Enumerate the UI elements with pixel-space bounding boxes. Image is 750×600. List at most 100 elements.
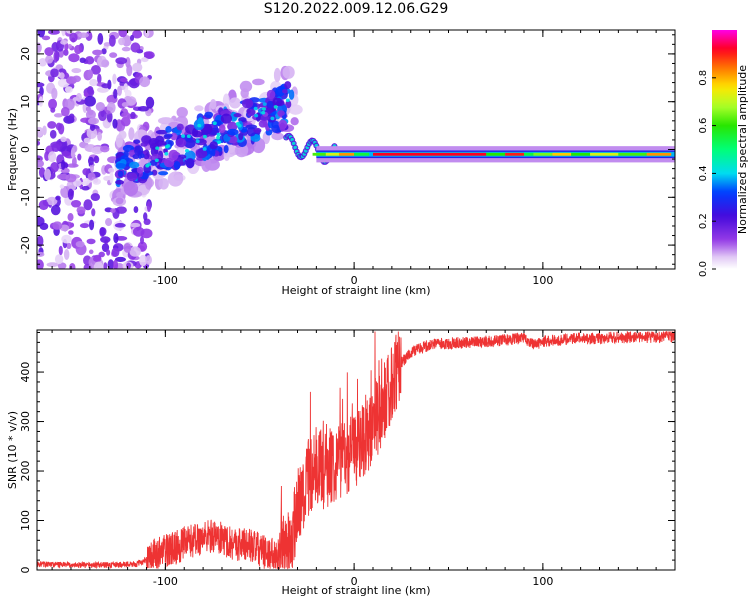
spectrogram-speckle	[53, 51, 59, 63]
spectrogram-speckle	[95, 102, 105, 112]
spectrogram-speckle	[66, 242, 72, 249]
spectrogram-blob	[175, 138, 187, 148]
x-tick-label: 100	[532, 575, 553, 588]
spectrogram-speckle	[109, 171, 114, 184]
spectrogram-speckle	[143, 212, 148, 221]
spectrogram-speckle	[108, 34, 116, 47]
colorbar-tick-label: 0.4	[698, 165, 709, 181]
spectrogram-speckle	[101, 83, 111, 89]
spectrogram-core	[237, 123, 242, 128]
spectrogram-core	[262, 102, 267, 106]
spectrogram-blob	[184, 150, 196, 162]
spectrogram-blob	[204, 111, 214, 119]
spectrogram-speckle	[110, 208, 116, 214]
spectrogram-speckle	[50, 68, 59, 78]
spectrogram-speckle	[47, 30, 60, 35]
tone-core	[372, 152, 487, 156]
spectrogram-speckle	[97, 32, 104, 45]
tone-core	[339, 152, 355, 156]
tone-core	[590, 152, 619, 156]
spectrogram-speckle	[101, 59, 110, 68]
spectrogram-core	[202, 147, 207, 151]
spectrogram-speckle	[87, 156, 94, 166]
spectrogram-blob	[164, 133, 173, 138]
spectrogram-speckle	[93, 261, 104, 269]
colorbar	[712, 30, 737, 269]
spectrogram-blob	[151, 169, 158, 176]
y-tick-label: 100	[19, 510, 32, 531]
y-tick-label: 200	[19, 461, 32, 482]
spectrogram-core	[164, 151, 169, 156]
tone-core	[325, 152, 340, 156]
spectrogram-speckle	[50, 161, 59, 173]
spectrogram-speckle	[89, 219, 95, 231]
spectrogram-speckle	[109, 52, 118, 58]
spectrogram-speckle	[111, 247, 120, 257]
spectrogram-speckle	[68, 230, 74, 235]
spectrogram-speckle	[92, 178, 101, 185]
spectrogram-speckle	[46, 262, 59, 268]
spectrogram-blob	[223, 144, 229, 154]
x-tick-label: 100	[532, 274, 553, 287]
colorbar-label: Normalized spectral amplitude	[736, 65, 749, 234]
y-axis-label: SNR (10 * v/v)	[6, 411, 19, 489]
spectrogram-blob	[176, 123, 184, 131]
spectrogram-speckle	[68, 53, 80, 63]
spectrogram-core	[202, 134, 207, 139]
spectrogram-blob	[284, 81, 292, 90]
spectrogram-blob	[117, 170, 124, 178]
spectrogram-speckle	[130, 42, 141, 53]
spectrogram-speckle	[48, 151, 57, 163]
snr-frame	[36, 329, 676, 571]
spectrogram-blob	[140, 142, 148, 147]
spectrogram-speckle	[74, 44, 82, 55]
spectrogram-core	[217, 140, 222, 144]
tone-core	[533, 152, 553, 156]
spectrogram-speckle	[117, 85, 122, 96]
spectrogram-core	[145, 163, 150, 168]
spectrogram-halo	[176, 106, 188, 118]
y-tick-label: -10	[19, 188, 32, 206]
y-axis-label: Frequency (Hz)	[6, 108, 19, 191]
spectrogram-speckle	[58, 123, 65, 135]
spectrogram-speckle	[89, 123, 96, 131]
spectrogram-blob	[140, 153, 145, 159]
spectrogram-speckle	[126, 64, 133, 77]
spectrogram-speckle	[39, 86, 44, 97]
spectrogram-speckle	[61, 30, 66, 37]
spectrogram-speckle	[77, 153, 82, 161]
y-tick-label: 300	[19, 411, 32, 432]
spectrogram-blob	[288, 89, 295, 100]
spectrogram-speckle	[83, 92, 89, 97]
spectrogram-speckle	[37, 140, 41, 146]
spectrogram-speckle	[112, 73, 117, 85]
spectrogram-speckle	[59, 184, 65, 189]
spectrogram-speckle	[103, 262, 108, 269]
spectrogram-speckle	[44, 168, 52, 181]
spectrogram-speckle	[69, 32, 78, 43]
spectrogram-speckle	[53, 113, 63, 118]
spectrogram-halo	[123, 180, 139, 197]
spectrogram-speckle	[107, 167, 115, 173]
spectrogram-speckle	[67, 44, 73, 49]
spectrogram-speckle	[144, 30, 150, 38]
spectrogram-speckle	[132, 62, 143, 73]
spectrogram-speckle	[38, 199, 49, 211]
tone-core	[523, 152, 534, 156]
figure-title: S120.2022.009.12.06.G29	[263, 1, 449, 17]
spectrogram-speckle	[100, 236, 111, 244]
spectrogram-blob	[247, 126, 256, 137]
spectrogram-speckle	[92, 49, 103, 56]
spectrogram-blob	[158, 171, 169, 176]
spectrogram-halo	[229, 97, 241, 109]
spectrogram-speckle	[75, 241, 85, 248]
spectrogram-speckle	[139, 76, 151, 88]
spectrogram-speckle	[121, 35, 132, 47]
spectrogram-speckle	[76, 206, 86, 215]
spectrogram-blob	[282, 88, 288, 94]
spectrogram-halo	[115, 134, 123, 148]
spectrogram-speckle	[98, 251, 105, 258]
spectrogram-halo	[194, 105, 204, 112]
spectrogram-speckle	[37, 251, 45, 257]
spectrogram-blob	[195, 149, 208, 159]
